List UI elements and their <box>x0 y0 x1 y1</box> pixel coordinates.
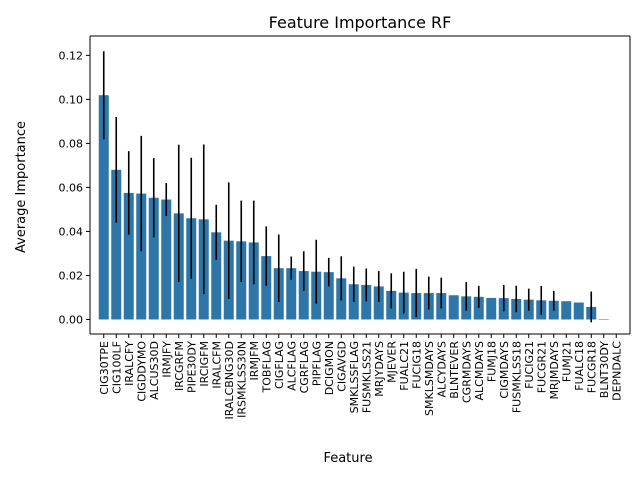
x-tick-label-alcmdays: ALCMDAYS <box>473 341 486 400</box>
bar-dcigmon <box>323 272 334 320</box>
x-tick-label-fucig21: FUCIG21 <box>523 341 536 389</box>
bar-alcus30d <box>148 197 159 320</box>
bar-fumj21 <box>561 301 572 320</box>
bar-blnt30dy <box>598 319 609 320</box>
x-tick-label-fualc18: FUALC18 <box>573 341 586 391</box>
x-tick-label-irmjfy: IRMJFY <box>160 341 173 378</box>
y-axis-label: Average Importance <box>14 121 29 253</box>
bar-irmjfy <box>161 199 172 320</box>
y-tick-label: 0.06 <box>59 181 84 194</box>
axes-frame <box>89 35 631 335</box>
bar-fualc18 <box>573 302 584 320</box>
x-tick-label-pipflag: PIPFLAG <box>310 341 323 386</box>
x-tick-label-pipe30dy: PIPE30DY <box>185 341 198 393</box>
x-tick-label-blntever: BLNTEVER <box>448 341 461 399</box>
x-tick-label-blnt30dy: BLNT30DY <box>598 341 611 398</box>
x-tick-label-alcflag: ALCFLAG <box>285 341 298 391</box>
x-tick-label-tobflag: TOBFLAG <box>260 341 273 394</box>
x-tick-label-ircgrfm: IRCGRFM <box>173 341 186 391</box>
bar-mrjydays <box>373 286 384 320</box>
x-tick-label-cig30tpe: CIG30TPE <box>98 341 111 395</box>
y-tick-label: 0.12 <box>59 49 84 62</box>
x-tick-label-alcydays: ALCYDAYS <box>435 341 448 398</box>
bar-fusmklss21 <box>361 284 372 320</box>
x-tick-label-fusmklss18: FUSMKLSS18 <box>510 341 523 413</box>
x-tick-label-fucgr21: FUCGR21 <box>535 341 548 393</box>
x-tick-label-fumj18: FUMJ18 <box>485 341 498 382</box>
x-tick-label-cig100lf: CIG100LF <box>110 341 123 394</box>
bar-cig100lf <box>111 169 122 320</box>
bar-alcmdays <box>473 296 484 320</box>
error-bars-layer <box>102 51 593 323</box>
x-tick-label-smklssflag: SMKLSSFLAG <box>348 341 361 413</box>
x-tick-label-iralcfy: IRALCFY <box>123 341 136 386</box>
y-axis-ticks: 0.00 0.02 0.04 0.06 0.08 0.10 0.12 <box>59 49 90 326</box>
x-tick-label-iralcfm: IRALCFM <box>210 341 223 389</box>
x-tick-label-smklsmdays: SMKLSMDAYS <box>423 341 436 416</box>
bar-tobflag <box>261 256 272 320</box>
bar-cigddymo <box>136 193 147 320</box>
bar-fumj18 <box>486 297 497 320</box>
x-tick-label-alcus30d: ALCUS30D <box>148 341 161 400</box>
y-tick-label: 0.08 <box>59 137 84 150</box>
bar-cig30tpe <box>98 95 109 320</box>
y-tick-label: 0.02 <box>59 269 84 282</box>
x-tick-label-fucgr18: FUCGR18 <box>585 341 598 393</box>
bar-alcflag <box>286 268 297 320</box>
y-tick-label: 0.10 <box>59 93 84 106</box>
x-tick-label-mrjydays: MRJYDAYS <box>373 341 386 397</box>
y-tick-label: 0.04 <box>59 225 84 238</box>
chart-title: Feature Importance RF <box>269 13 452 32</box>
x-tick-label-dcigmon: DCIGMON <box>323 341 336 395</box>
x-axis-ticks: CIG30TPE CIG100LF IRALCFY CIGDDYMO ALCUS30D I… <box>98 334 623 420</box>
bar-cgrflag <box>298 271 309 320</box>
x-tick-label-iralcbng30d: IRALCBNG30D <box>223 341 236 420</box>
x-tick-label-fucig18: FUCIG18 <box>410 341 423 389</box>
x-tick-label-mrjmdays: MRJMDAYS <box>548 341 561 400</box>
x-tick-label-cgrflag: CGRFLAG <box>298 341 311 393</box>
x-tick-label-fualc21: FUALC21 <box>398 341 411 391</box>
x-tick-label-fusmklss21: FUSMKLSS21 <box>360 341 373 413</box>
x-tick-label-ircigfm: IRCIGFM <box>198 341 211 387</box>
bar-iralcfy <box>123 192 134 320</box>
x-tick-label-cgrmdays: CGRMDAYS <box>460 341 473 403</box>
x-tick-label-irsmklss30n: IRSMKLSS30N <box>235 341 248 418</box>
x-tick-label-depndalc: DEPNDALC <box>610 341 623 401</box>
x-axis-label: Feature <box>323 451 372 466</box>
bar-blntever <box>448 295 459 320</box>
x-tick-label-cigddymo: CIGDDYMO <box>135 341 148 402</box>
bar-iralcfm <box>211 232 222 320</box>
x-tick-label-cigmdays: CIGMDAYS <box>498 341 511 399</box>
x-tick-label-irmjfm: IRMJFM <box>248 341 261 380</box>
x-tick-label-fumj21: FUMJ21 <box>560 341 573 382</box>
x-tick-label-cigflag: CIGFLAG <box>273 341 286 389</box>
x-tick-label-cigavgd: CIGAVGD <box>335 341 348 392</box>
y-tick-label: 0.00 <box>59 313 84 326</box>
x-tick-label-mjever: MJEVER <box>385 341 398 383</box>
